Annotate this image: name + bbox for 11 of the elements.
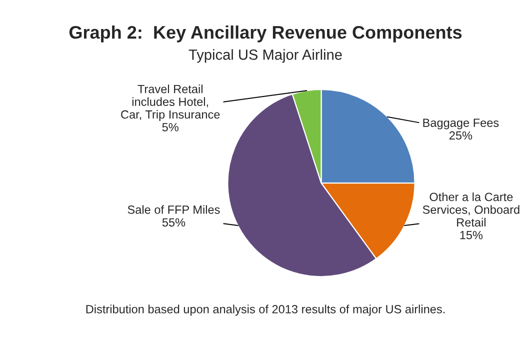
- data-label: 55%: [162, 218, 186, 227]
- data-label: 5%: [162, 123, 178, 132]
- slice-label: Travel Retail includes Hotel, Car, Trip Insurance: [121, 84, 220, 121]
- chart-title: Graph 2: Key Ancillary Revenue Components: [69, 25, 462, 42]
- slice-label: Baggage Fees: [423, 118, 499, 130]
- data-label: 15%: [460, 230, 483, 240]
- data-label: 25%: [449, 131, 472, 140]
- slice-label: Sale of FFP Miles: [128, 205, 220, 214]
- text: Distribution based upon analysis of 2013 results of major US airlines.: [86, 304, 445, 316]
- chart-subtitle: Typical US Major Airline: [188, 49, 342, 63]
- slice-label: Other a la Carte Services, Onboard Retail: [422, 192, 520, 227]
